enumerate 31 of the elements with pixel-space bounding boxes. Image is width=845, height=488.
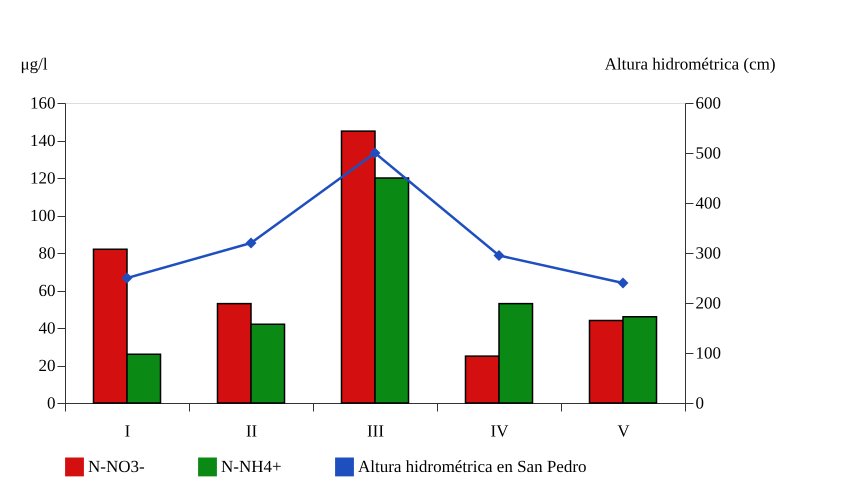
y-axis-title: μg/l bbox=[20, 54, 48, 74]
point bbox=[246, 238, 256, 248]
y-tick-label: 0 bbox=[47, 394, 56, 412]
x-tick-label: II bbox=[246, 422, 258, 440]
x-tick-label: I bbox=[124, 422, 131, 440]
point bbox=[122, 272, 132, 284]
y2-tick-label: 500 bbox=[696, 144, 721, 162]
legend-label: N-NH4+ bbox=[221, 456, 282, 476]
y2-tick-label: 0 bbox=[696, 394, 704, 412]
x-tick-label: IV bbox=[490, 422, 510, 440]
point bbox=[494, 250, 504, 261]
point bbox=[618, 278, 628, 288]
point bbox=[370, 148, 380, 158]
y2-tick-label: 300 bbox=[696, 244, 721, 262]
legend-label: N-NO3- bbox=[88, 456, 145, 476]
y-tick-label: 40 bbox=[38, 318, 56, 338]
y2-axis-title: Altura hidrométrica (cm) bbox=[604, 54, 776, 74]
y-tick-label: 80 bbox=[38, 244, 56, 262]
y2-tick-label: 100 bbox=[696, 344, 721, 362]
y-tick-label: 20 bbox=[38, 356, 56, 375]
y-tick-label: 120 bbox=[30, 168, 56, 188]
y-tick-label: 60 bbox=[38, 281, 56, 300]
y2-tick-label: 600 bbox=[696, 94, 721, 112]
y-tick-label: 140 bbox=[30, 131, 56, 150]
y-tick-label: 160 bbox=[30, 94, 56, 112]
y2-tick-label: 400 bbox=[696, 194, 721, 212]
x-tick-label: V bbox=[617, 422, 630, 440]
legend-label: Altura hidrométrica en San Pedro bbox=[358, 456, 586, 476]
x-tick-label: III bbox=[367, 422, 384, 440]
y2-tick-label: 200 bbox=[696, 294, 721, 312]
y-tick-label: 100 bbox=[30, 206, 56, 225]
